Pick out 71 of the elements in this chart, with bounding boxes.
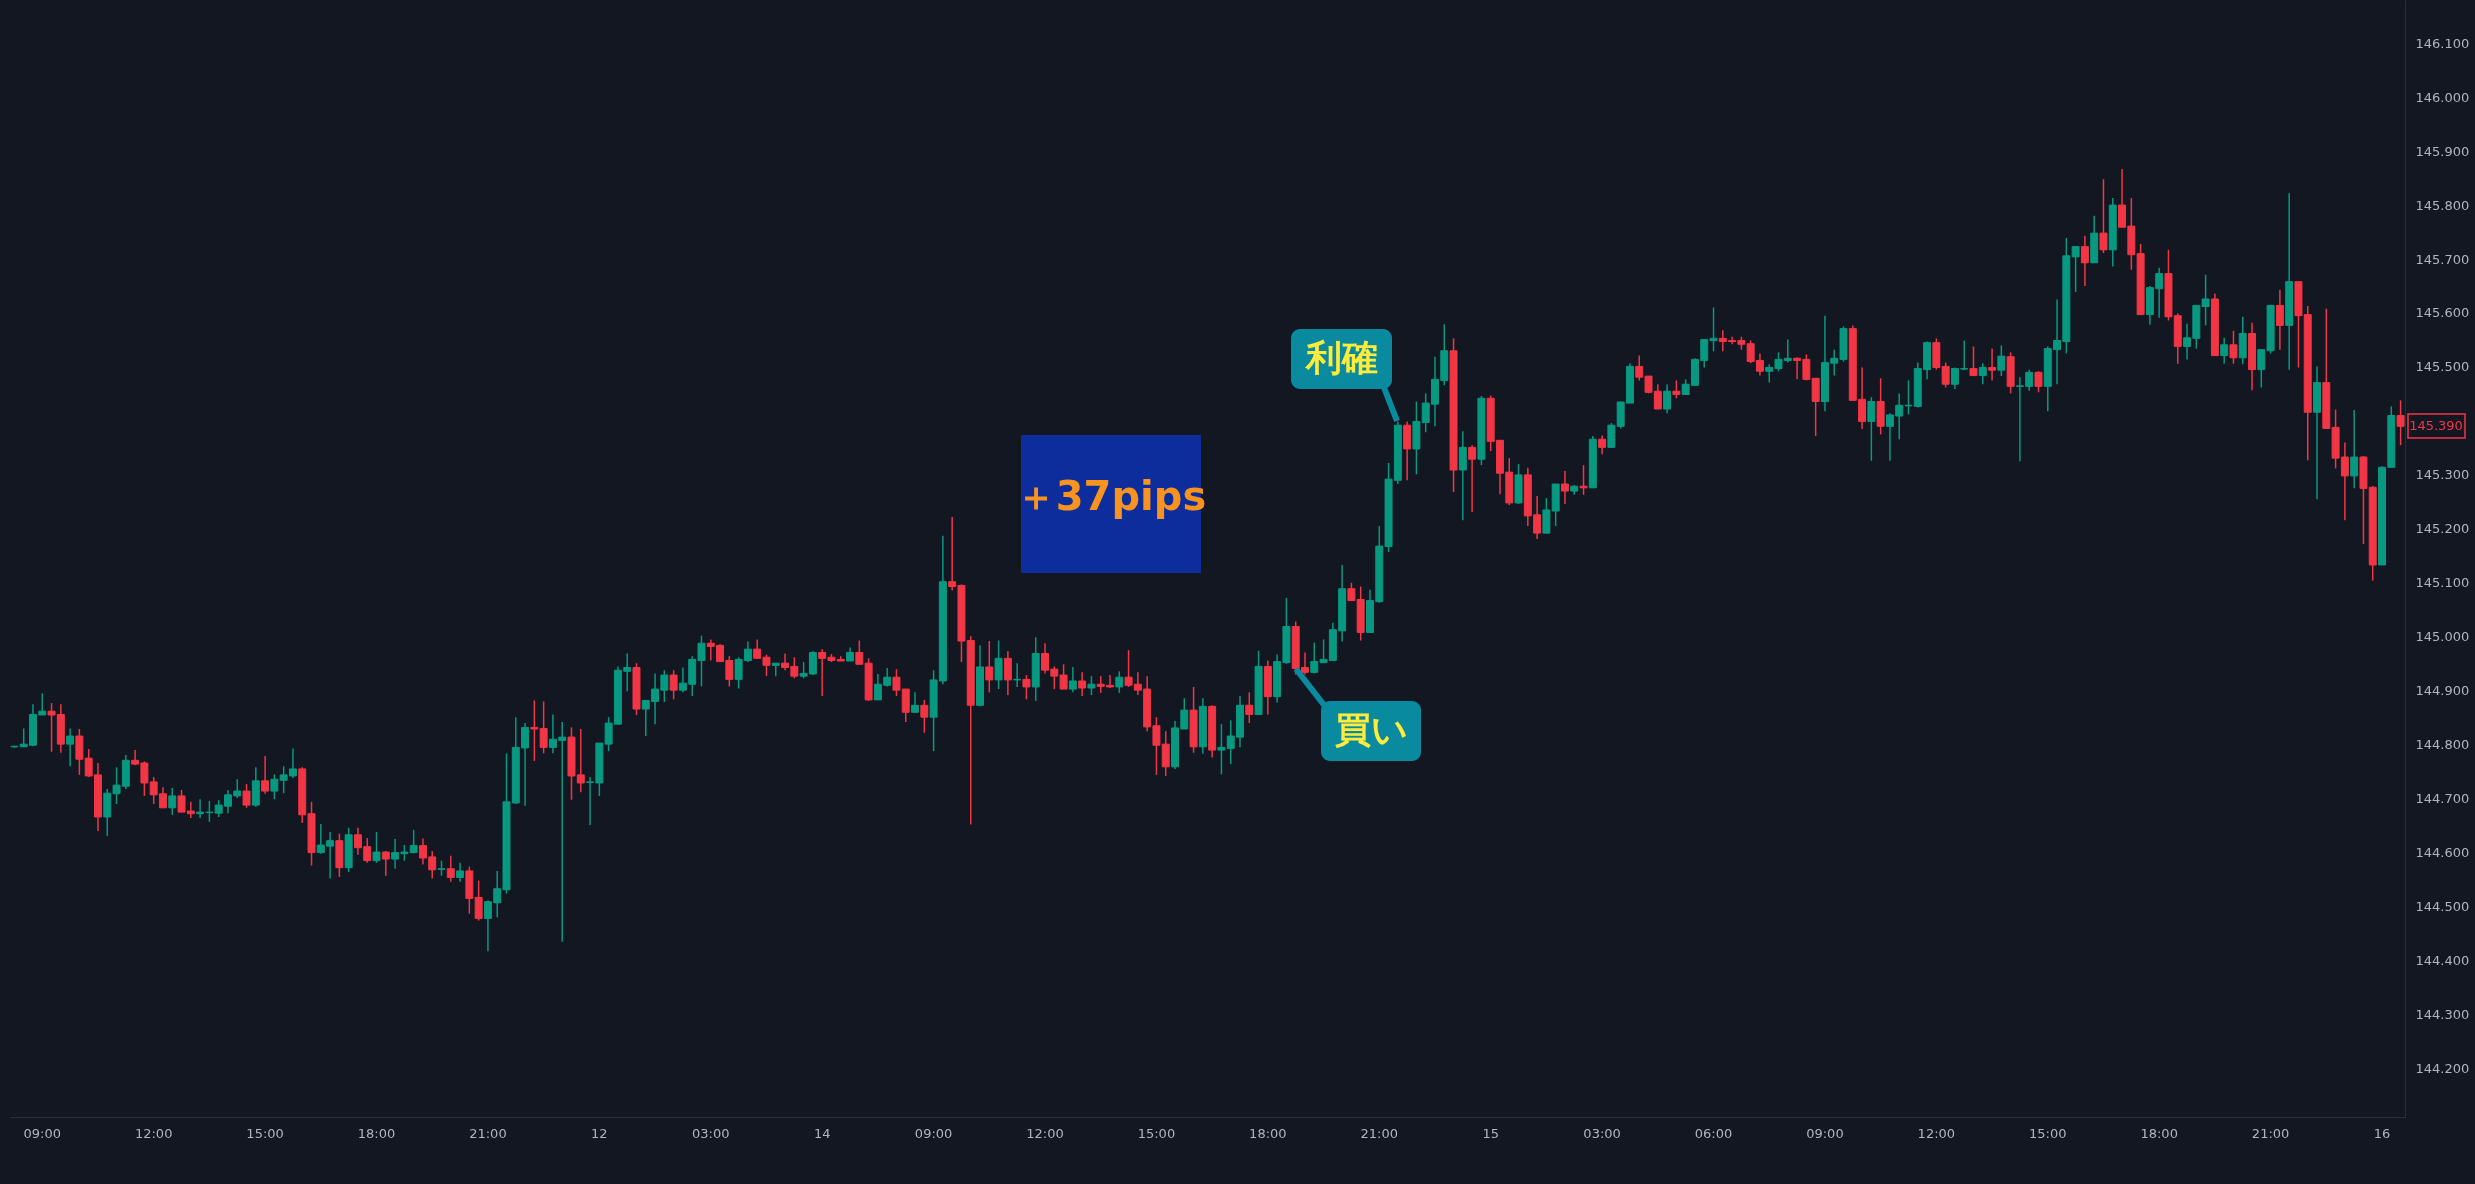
x-tick-label: 15:00 [2029,1125,2067,1141]
x-tick-label: 16 [2373,1125,2391,1141]
candlestick [465,865,474,915]
candlestick [1254,650,1263,716]
x-tick-label: 21:00 [469,1125,507,1141]
y-tick-label: 145.700 [2415,251,2470,267]
candlestick [994,639,1003,690]
candlestick [2099,178,2108,254]
annotation: 利確 [1303,337,1378,378]
x-tick-label: 12:00 [134,1125,173,1141]
candlestick [2396,399,2405,446]
x-tick-label: 12:00 [1917,1125,1956,1141]
candlestick [1031,636,1040,702]
y-tick-label: 144.200 [2415,1060,2470,1076]
y-tick-label: 144.500 [2415,899,2470,915]
y-tick-label: 146.100 [2415,35,2470,51]
candlestick [2229,330,2238,365]
y-tick-label: 144.900 [2415,683,2470,699]
candlestick [1969,345,1978,377]
y-tick-label: 145.500 [2415,359,2470,375]
candlestick [1115,670,1124,694]
x-tick-label: 12:00 [1026,1125,1064,1141]
candlestick [1022,674,1031,701]
candlestick [669,669,678,701]
y-tick-label: 145.100 [2415,575,2470,591]
x-tick-label: 15 [1482,1125,1499,1141]
candlestick [242,783,251,809]
x-tick-label: 18:00 [1249,1125,1287,1141]
candlestick [1514,463,1523,505]
candlestick [985,640,994,694]
x-tick-label: 09:00 [23,1125,61,1141]
candlestick [1087,675,1096,696]
x-tick-label: 15:00 [1137,1125,1176,1141]
candlestick [1013,662,1022,688]
candlestick [335,832,344,878]
candlestick [2034,370,2043,394]
x-tick-label: 03:00 [1583,1125,1621,1141]
x-tick-label: 18:00 [2140,1125,2178,1141]
candlestick [2006,351,2015,395]
y-tick-label: 145.200 [2415,521,2470,537]
y-tick-label: 145.000 [2415,629,2470,645]
x-tick-label: 03:00 [692,1125,730,1141]
y-tick-label: 144.300 [2415,1006,2470,1022]
x-tick-label: 21:00 [1360,1125,1398,1141]
x-tick-label: 06:00 [1694,1125,1733,1141]
x-tick-label: 14 [813,1125,831,1141]
candlestick [1189,686,1198,754]
candlestick [530,699,539,762]
x-tick-label: 18:00 [357,1125,396,1141]
annotation: 買い [1334,709,1408,750]
x-tick-label: 21:00 [2251,1125,2290,1141]
y-tick-label: 144.700 [2415,791,2470,807]
candlestick [1449,337,1458,493]
y-tick-label: 146.000 [2415,89,2470,105]
x-tick-label: 09:00 [1806,1125,1844,1141]
candlestick [372,831,381,864]
candlestick [1997,344,2006,377]
text: 145.390 [2409,418,2463,433]
y-tick-label: 145.300 [2415,467,2470,483]
y-tick-label: 145.800 [2415,197,2470,213]
candlestick [632,662,641,716]
y-tick-label: 144.800 [2415,737,2470,753]
y-tick-label: 144.400 [2415,953,2470,969]
y-tick-label: 145.900 [2415,143,2470,159]
y-tick-label: 145.600 [2415,305,2470,321]
candlestick [1477,395,1486,466]
annotation: ＋37pips [1015,473,1207,519]
x-tick-label: 15:00 [246,1125,284,1141]
y-tick-label: 144.600 [2415,845,2470,861]
x-tick-label: 12 [591,1125,608,1141]
x-tick-label: 09:00 [914,1125,953,1141]
